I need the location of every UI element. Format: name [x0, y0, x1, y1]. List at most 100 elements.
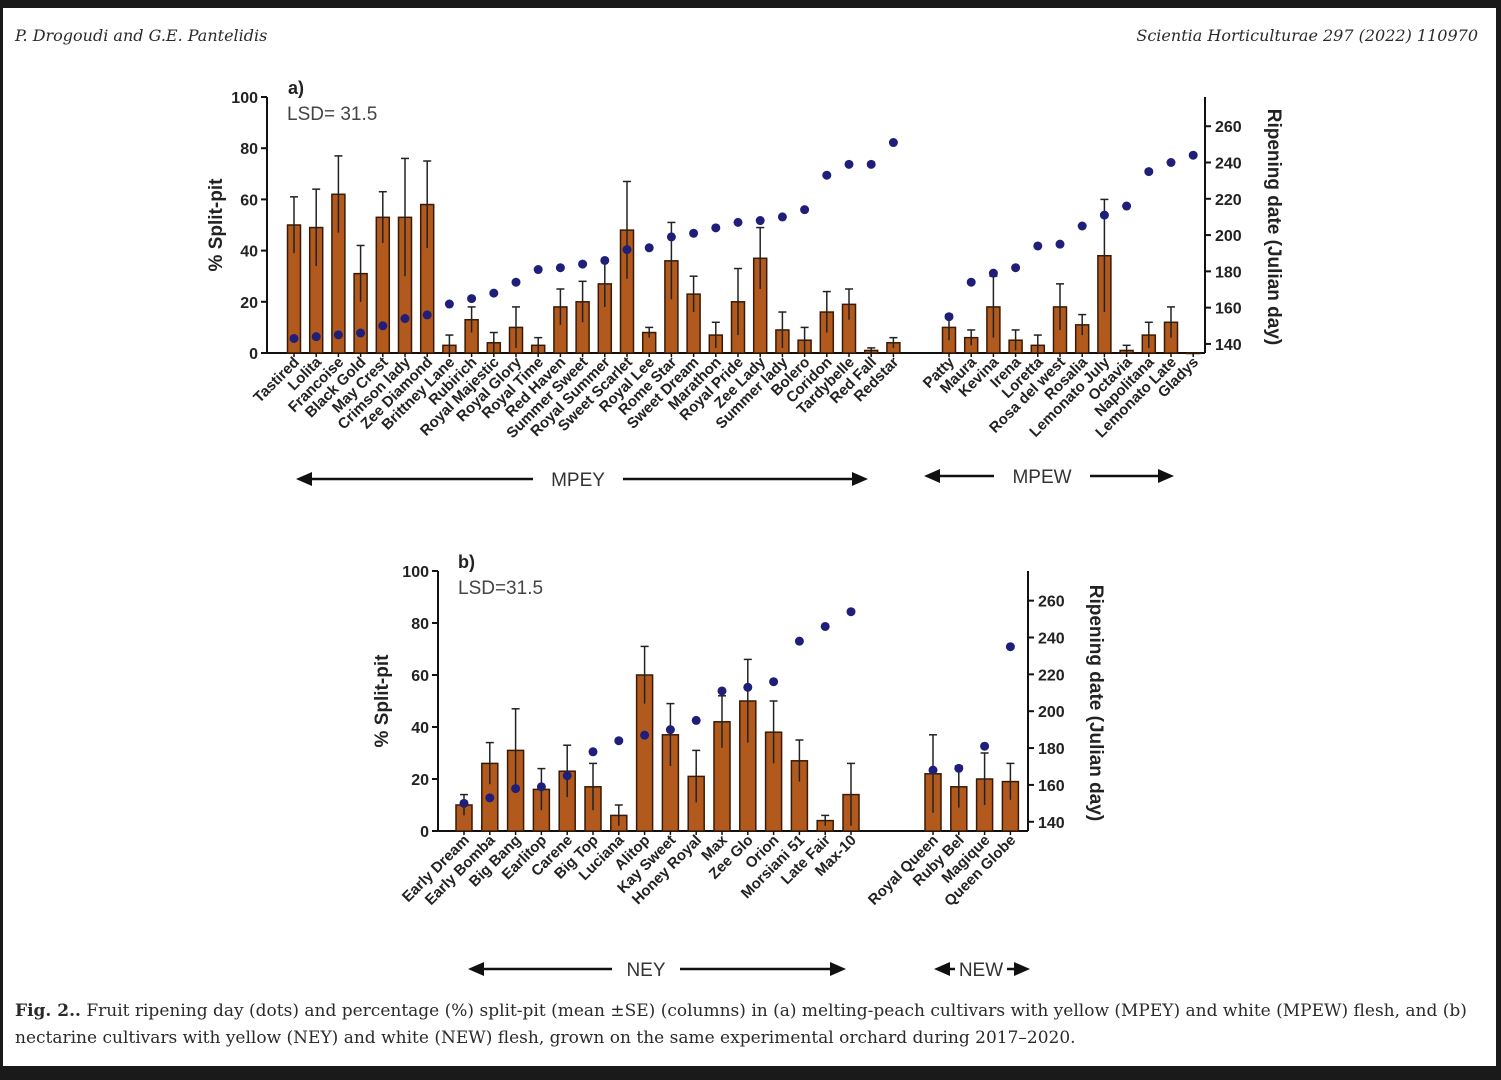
ripening-dot: [356, 328, 366, 338]
running-header-journal: Scientia Horticulturae 297 (2022) 110970: [1136, 26, 1478, 45]
y-tick-label: 80: [411, 616, 429, 633]
ripening-dot: [866, 159, 876, 169]
y-tick-label: 100: [231, 90, 258, 107]
y-tick-label: 40: [240, 244, 258, 261]
arrowhead-left: [468, 962, 484, 976]
y-tick-label: 60: [411, 668, 429, 685]
ripening-dot: [578, 259, 588, 269]
ripening-dot: [536, 782, 546, 792]
ripening-dot: [459, 798, 469, 808]
y2-tick-label: 140: [1215, 337, 1242, 354]
ripening-dot: [665, 725, 675, 735]
ripening-dot: [489, 288, 499, 298]
ripening-dot: [689, 228, 699, 238]
group-label: MPEY: [551, 470, 605, 491]
ripening-dot: [966, 277, 976, 287]
y2-tick-label: 240: [1038, 631, 1065, 648]
ripening-dot: [533, 265, 543, 275]
ripening-dot: [588, 747, 598, 757]
ripening-dot: [733, 217, 743, 227]
ripening-dot: [1033, 241, 1043, 251]
ripening-dot: [562, 771, 572, 781]
y-tick-label: 0: [420, 824, 429, 841]
ripening-dot: [511, 784, 521, 794]
lsd-annotation: LSD= 31.5: [287, 104, 377, 125]
arrowhead-left: [296, 472, 312, 486]
ripening-dot: [822, 170, 832, 180]
y2-axis-title: Ripening date (Julian day): [1085, 585, 1106, 821]
ripening-dot: [467, 294, 477, 304]
ripening-dot: [1122, 201, 1132, 211]
ripening-dot: [378, 321, 388, 331]
ripening-dot: [422, 310, 432, 320]
ripening-dot: [944, 312, 954, 322]
ripening-dot: [888, 138, 898, 148]
ripening-dot: [844, 159, 854, 169]
caption-label: Fig. 2..: [15, 1001, 81, 1021]
ripening-dot: [846, 607, 856, 617]
group-label: MPEW: [1012, 467, 1071, 488]
ripening-dot: [1144, 167, 1154, 177]
arrowhead-left: [924, 469, 940, 483]
y-tick-label: 20: [240, 295, 258, 312]
ripening-dot: [555, 263, 565, 273]
group-label: NEY: [626, 960, 665, 981]
y-axis-title: % Split-pit: [206, 178, 227, 272]
caption-text: Fruit ripening day (dots) and percentage…: [15, 1001, 1467, 1048]
ripening-dot: [743, 682, 753, 692]
ripening-dot: [1055, 239, 1065, 249]
y2-tick-label: 260: [1215, 119, 1242, 136]
ripening-dot: [666, 232, 676, 242]
arrowhead-left: [934, 962, 950, 976]
ripening-dot: [800, 205, 810, 215]
y2-tick-label: 260: [1038, 594, 1065, 611]
panel-label: a): [288, 78, 304, 98]
y-tick-label: 40: [411, 720, 429, 737]
y2-tick-label: 140: [1038, 815, 1065, 832]
ripening-dot: [1099, 210, 1109, 220]
ripening-dot: [717, 686, 727, 696]
y-tick-label: 80: [240, 141, 258, 158]
ripening-dot: [289, 333, 299, 343]
group-label: NEW: [959, 960, 1003, 981]
ripening-dot: [1166, 158, 1176, 167]
y2-tick-label: 160: [1038, 778, 1065, 795]
ripening-dot: [777, 212, 787, 222]
ripening-dot: [644, 243, 654, 253]
ripening-dot: [600, 255, 610, 265]
ripening-dot: [988, 268, 998, 278]
y2-tick-label: 200: [1038, 704, 1065, 721]
figure-caption: Fig. 2.. Fruit ripening day (dots) and p…: [15, 998, 1485, 1052]
ripening-dot: [400, 314, 410, 324]
ripening-dot: [980, 741, 990, 751]
arrowhead-right: [852, 472, 868, 486]
ripening-dot: [1077, 221, 1087, 231]
ripening-dot: [511, 277, 521, 287]
y2-tick-label: 180: [1215, 264, 1242, 281]
paper-page: P. Drogoudi and G.E. Pantelidis Scientia…: [3, 8, 1496, 1066]
ripening-dot: [333, 330, 343, 340]
ripening-dot: [1011, 263, 1021, 273]
ripening-dot: [769, 677, 779, 687]
y-tick-label: 0: [249, 346, 258, 363]
y2-tick-label: 200: [1215, 228, 1242, 245]
ripening-dot: [928, 765, 938, 775]
y2-tick-label: 220: [1038, 667, 1065, 684]
y-tick-label: 20: [411, 772, 429, 789]
y2-tick-label: 160: [1215, 301, 1242, 318]
ripening-dot: [311, 332, 321, 342]
ripening-dot: [1005, 642, 1015, 652]
y2-tick-label: 180: [1038, 741, 1065, 758]
chart-panel-b: 0 20 40 60 80 100 140 160 180 200 220 240 260 % Split…: [372, 552, 1106, 981]
ripening-dot: [755, 216, 765, 226]
y2-tick-label: 240: [1215, 156, 1242, 173]
lsd-annotation: LSD=31.5: [458, 578, 543, 599]
ripening-dot: [622, 245, 632, 255]
chart-panel-a: 0 20 40 60 80 100 140 160 180 200 220 240 260 % Split…: [206, 78, 1284, 491]
running-header-authors: P. Drogoudi and G.E. Pantelidis: [15, 26, 268, 45]
y-tick-label: 60: [240, 192, 258, 209]
ripening-dot: [614, 736, 624, 746]
ripening-dot: [485, 793, 495, 803]
y2-axis-title: Ripening date (Julian day): [1263, 109, 1284, 345]
ripening-dot: [820, 621, 830, 631]
